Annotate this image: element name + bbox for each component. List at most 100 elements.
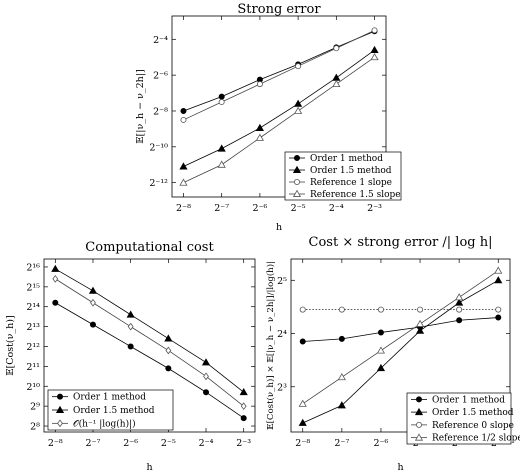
series-line	[55, 302, 244, 419]
data-point	[218, 99, 225, 106]
chart-title: Cost × strong error /| log h|	[309, 235, 493, 250]
x-tick-label: 2⁻⁷	[86, 438, 101, 449]
x-tick-label: 2⁻⁶	[374, 438, 389, 449]
data-point	[127, 322, 134, 331]
legend-label: Reference 1/2 slope	[432, 434, 520, 444]
x-tick-label: 2⁻⁸	[48, 438, 63, 449]
chart-cost-times-error: Cost × strong error /| log h|2⁻⁸2⁻⁷2⁻⁶2⁻…	[265, 235, 520, 473]
data-point	[417, 306, 424, 313]
y-tick-label: 2⁻¹⁰	[149, 142, 168, 153]
data-point	[338, 335, 345, 342]
legend-label: Reference 1 slope	[310, 178, 392, 188]
data-point	[370, 45, 379, 53]
data-point	[332, 73, 341, 81]
data-point	[255, 133, 264, 141]
y-tick-label: 2⁹	[30, 402, 40, 413]
data-point	[256, 81, 263, 88]
y-axis-label: 𝔼[Cost(ν_h)]	[5, 315, 16, 375]
series-line	[55, 278, 244, 407]
plot-frame	[43, 258, 256, 433]
x-tick-label: 2⁻⁸	[176, 203, 191, 214]
legend-marker	[414, 407, 424, 416]
data-point	[495, 306, 502, 313]
data-point	[255, 123, 264, 131]
data-point	[203, 389, 210, 396]
y-tick-label: 2⁵	[277, 276, 287, 287]
legend-marker	[292, 165, 302, 173]
chart-computational-cost: Computational cost 2⁻⁸ 2⁻⁷ 2⁻⁶ 2⁻⁵ 2⁻⁴ 2⁻³ 2⁸ 2⁹…	[5, 240, 256, 473]
x-axis-label: h	[146, 462, 152, 473]
legend-label: Order 1.5 method	[310, 166, 392, 176]
data-point	[164, 334, 173, 342]
y-tick-label: 2¹⁶	[26, 262, 40, 273]
data-point	[203, 372, 209, 381]
x-axis-label: h	[397, 462, 403, 473]
y-axis-label: 𝔼[Cost(ν_h)] × 𝔼[|ν_h − ν_2h|]/|log(h)|	[265, 261, 276, 430]
legend-marker	[57, 393, 64, 400]
legend-label: Order 1 method	[432, 395, 505, 405]
y-tick-label: 2⁻⁶	[153, 71, 168, 82]
plot-frame	[171, 15, 387, 198]
data-point	[494, 276, 503, 284]
data-point	[333, 45, 340, 52]
x-tick-label: 2⁻⁵	[291, 203, 306, 214]
data-point	[494, 266, 503, 274]
x-tick-label: 2⁻⁶	[252, 203, 267, 214]
y-tick-label: 2¹⁴	[26, 302, 40, 313]
data-point	[295, 63, 302, 70]
x-tick-label: 2⁻³	[367, 203, 382, 214]
x-axis-label: h	[276, 222, 282, 233]
y-tick-label: 2¹²	[26, 342, 40, 353]
series-line	[183, 56, 375, 184]
series-line	[302, 317, 499, 342]
data-point	[298, 418, 307, 426]
plot-frame	[290, 258, 511, 433]
legend-label: Reference 0 slope	[432, 421, 514, 431]
series-line	[183, 49, 375, 167]
data-point	[377, 306, 384, 313]
data-point	[370, 53, 379, 61]
data-point	[88, 286, 98, 294]
data-point	[337, 372, 346, 381]
y-tick-label: 2¹¹	[26, 362, 40, 373]
y-tick-label: 2⁴	[277, 329, 287, 340]
data-point	[298, 399, 307, 407]
chart-title: Strong error	[237, 2, 321, 17]
data-point	[338, 306, 345, 313]
data-point	[377, 329, 384, 336]
legend-label: Order 1 method	[310, 154, 383, 164]
legend: Order 1 method Order 1.5 method 𝒪(h⁻¹ |log…	[47, 389, 174, 431]
legend-box	[47, 389, 174, 431]
legend-label: Reference 1.5 slope	[310, 190, 401, 200]
x-tick-label: 2⁻⁸	[295, 438, 310, 449]
series-layer	[179, 27, 379, 186]
data-point	[415, 319, 425, 327]
data-point	[240, 402, 247, 411]
data-point	[89, 321, 96, 328]
legend-marker	[415, 396, 422, 403]
data-point	[165, 346, 172, 355]
data-point	[337, 401, 346, 409]
legend-marker	[292, 189, 302, 197]
data-point	[456, 306, 463, 313]
chart-title: Computational cost	[85, 240, 214, 255]
legend-box	[284, 151, 402, 201]
y-tick-label: 2¹⁰	[26, 382, 40, 393]
data-point	[376, 346, 386, 354]
series-line	[302, 270, 499, 405]
series-line	[55, 268, 244, 393]
data-point	[376, 363, 386, 372]
data-point	[299, 338, 306, 345]
data-point	[294, 99, 303, 107]
series-layer	[51, 264, 248, 422]
y-tick-label: 2⁻⁸	[153, 106, 168, 117]
legend-label: Order 1.5 method	[432, 408, 514, 418]
data-point	[52, 275, 59, 283]
data-point	[455, 298, 464, 306]
data-point	[455, 293, 464, 301]
data-point	[294, 106, 303, 114]
data-point	[299, 306, 306, 313]
data-point	[179, 162, 188, 170]
x-tick-label: 2⁻³	[236, 438, 251, 449]
y-tick-label: 2⁻¹²	[149, 178, 168, 189]
